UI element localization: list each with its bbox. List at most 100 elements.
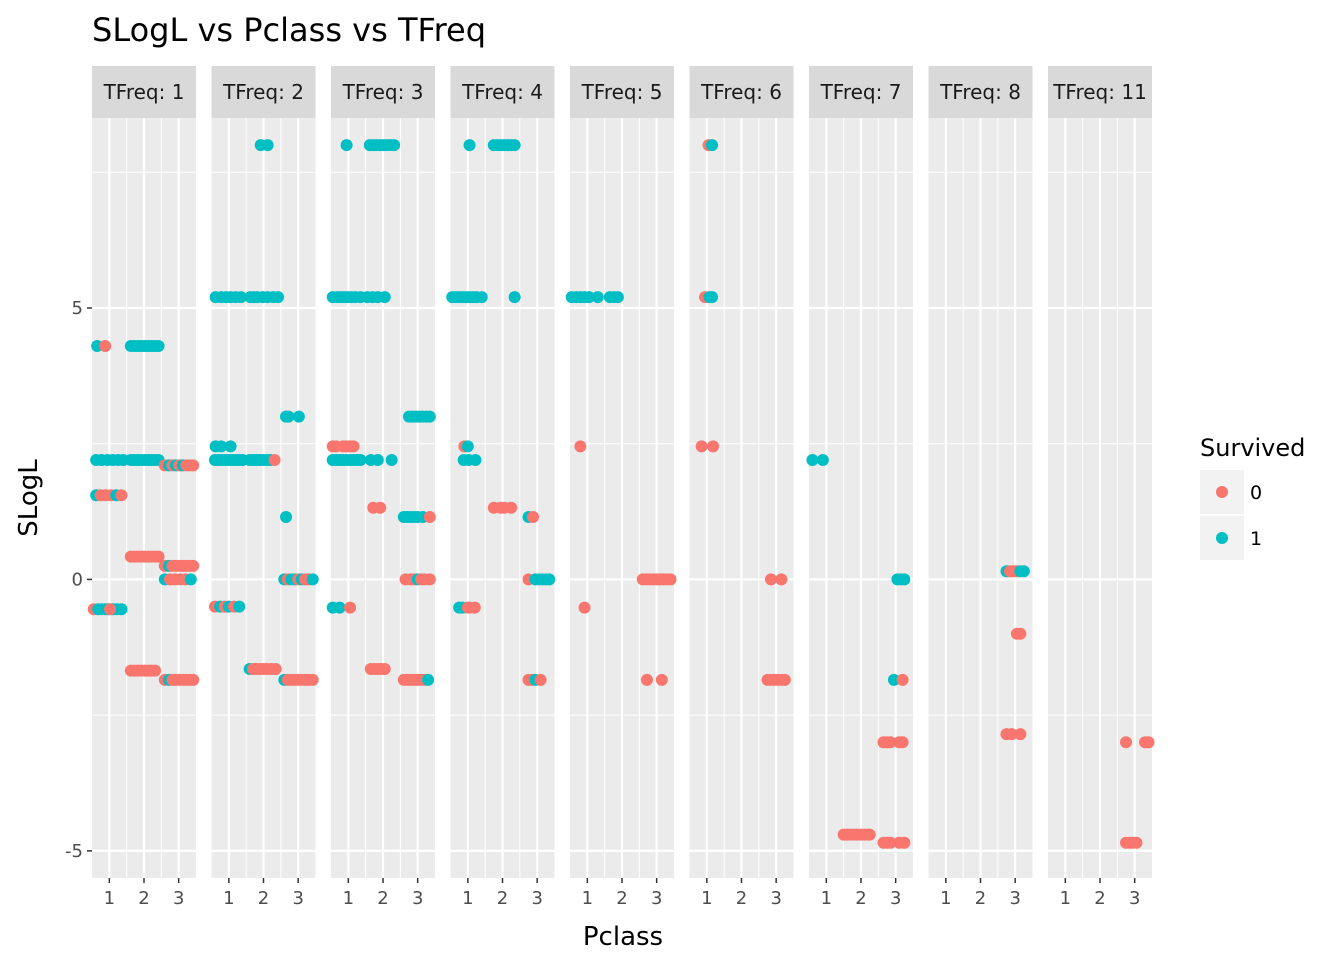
data-point	[152, 550, 165, 563]
data-point	[272, 291, 285, 304]
x-tick-label: 1	[343, 888, 354, 909]
data-point	[282, 410, 295, 423]
data-point	[152, 340, 165, 352]
data-point	[378, 663, 391, 675]
data-point	[527, 511, 540, 523]
data-point	[896, 673, 909, 686]
x-tick-label: 1	[1060, 888, 1071, 909]
x-tick-label: 1	[223, 888, 234, 909]
data-point	[816, 454, 829, 466]
y-tick-label: -5	[65, 841, 83, 862]
y-tick-label: 0	[72, 569, 83, 590]
y-tick-label: 5	[72, 298, 83, 319]
data-point	[224, 440, 237, 453]
point-layer	[446, 139, 556, 686]
data-point	[655, 673, 668, 686]
x-tick-label: 1	[582, 888, 593, 909]
data-point	[887, 673, 900, 686]
data-point	[423, 573, 436, 586]
data-point	[469, 454, 482, 466]
facet-panel: TFreq: 7 1 2 3	[806, 66, 913, 909]
x-tick-label: 2	[377, 888, 388, 909]
data-point	[505, 501, 518, 514]
point-layer	[565, 291, 677, 686]
x-tick-label: 2	[1094, 888, 1105, 909]
x-tick-label: 2	[138, 888, 149, 909]
data-point	[215, 440, 228, 453]
facet-strip	[1048, 66, 1152, 118]
data-point	[268, 454, 281, 466]
x-tick-label: 1	[462, 888, 473, 909]
data-point	[115, 603, 128, 616]
data-point	[591, 291, 604, 304]
data-point	[104, 603, 117, 616]
data-point	[261, 139, 274, 152]
data-point	[640, 673, 653, 686]
data-point	[423, 511, 436, 523]
data-point	[695, 440, 708, 453]
data-point	[1014, 728, 1027, 741]
x-tick-label: 3	[651, 888, 662, 909]
facet-strip	[92, 66, 196, 118]
data-point	[706, 291, 719, 304]
legend-label-1: 1	[1250, 528, 1262, 550]
data-point	[187, 459, 200, 472]
data-point	[1005, 728, 1018, 741]
data-point	[354, 454, 367, 466]
chart-title: SLogL vs Pclass vs TFreq	[92, 11, 486, 49]
x-tick-label: 3	[1129, 888, 1140, 909]
x-tick-label: 1	[821, 888, 832, 909]
x-tick-label: 2	[736, 888, 747, 909]
facet-panel: TFreq: 4 1 2 3	[446, 66, 556, 909]
data-point	[578, 601, 591, 614]
data-point	[340, 139, 353, 152]
data-point	[184, 573, 197, 586]
x-tick-label: 3	[292, 888, 303, 909]
x-tick-label: 2	[258, 888, 269, 909]
point-layer	[87, 340, 200, 686]
legend-label-0: 0	[1250, 482, 1262, 504]
data-point	[187, 673, 200, 686]
data-point	[1120, 736, 1132, 749]
facet-strip	[809, 66, 913, 118]
facet-strip-label: TFreq: 4	[461, 80, 543, 104]
data-point	[461, 440, 474, 453]
facet-strip	[570, 66, 674, 118]
x-tick-label: 1	[701, 888, 712, 909]
data-point	[149, 664, 162, 677]
data-point	[884, 736, 897, 749]
x-tick-label: 2	[497, 888, 508, 909]
data-point	[508, 291, 521, 304]
x-tick-label: 3	[173, 888, 184, 909]
facet-panel: TFreq: 1 1 2 3	[87, 66, 200, 909]
y-axis-title: SLogL	[14, 459, 44, 537]
data-point	[233, 600, 246, 613]
data-point	[806, 454, 819, 466]
data-point	[306, 573, 319, 586]
data-point	[280, 511, 293, 523]
data-point	[534, 673, 547, 686]
facet-panel: TFreq: 6 1 2 3	[689, 66, 794, 909]
data-point	[388, 139, 401, 152]
data-point	[468, 601, 481, 614]
y-axis: -5 0 5	[65, 298, 92, 862]
data-point	[1130, 836, 1143, 849]
facet-strip-label: TFreq: 1	[103, 80, 185, 104]
facet-panel: TFreq: 5 1 2 3	[565, 66, 677, 909]
x-tick-label: 3	[531, 888, 542, 909]
data-point	[374, 501, 387, 514]
data-point	[292, 410, 305, 423]
x-tick-label: 2	[975, 888, 986, 909]
point-layer	[208, 139, 319, 686]
data-point	[99, 340, 112, 352]
data-point	[115, 489, 128, 502]
data-point	[463, 139, 476, 152]
data-point	[778, 673, 791, 686]
data-point	[422, 673, 435, 686]
x-tick-label: 3	[412, 888, 423, 909]
data-point	[508, 139, 521, 152]
data-point	[884, 836, 897, 849]
facet-panel: TFreq: 2 1 2 3	[208, 66, 319, 909]
